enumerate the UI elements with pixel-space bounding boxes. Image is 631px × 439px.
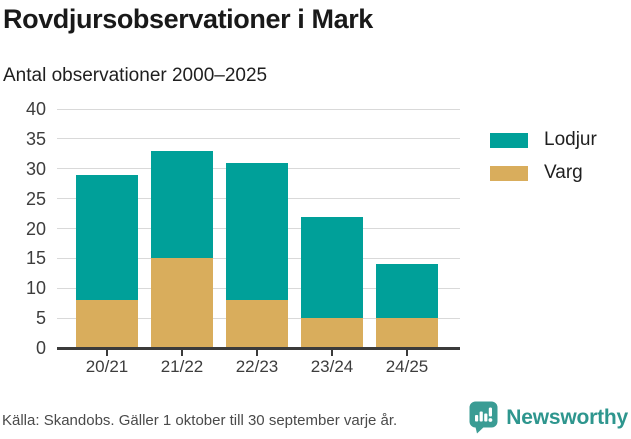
legend-label: Varg: [544, 162, 583, 183]
source-note: Källa: Skandobs. Gäller 1 oktober till 3…: [2, 412, 398, 429]
legend-item-varg: Varg: [490, 162, 597, 184]
legend-label: Lodjur: [544, 129, 597, 150]
y-axis-label: 35: [25, 128, 46, 149]
x-axis-label: 20/21: [85, 357, 129, 376]
x-axis-label: 22/23: [235, 357, 279, 376]
bar-segment-varg: [376, 318, 438, 348]
bar-segment-varg: [151, 258, 213, 348]
bar-segment-varg: [226, 300, 288, 348]
bar-segment-lodjur: [226, 162, 288, 301]
x-axis-tick: [181, 350, 183, 356]
y-axis-label: 20: [25, 218, 46, 239]
x-axis-label: 24/25: [385, 357, 429, 376]
y-axis-label: 15: [25, 248, 46, 269]
chart-title: Rovdjursobservationer i Mark: [3, 4, 373, 34]
chart-subtitle: Antal observationer 2000–2025: [3, 65, 268, 86]
gridline: [57, 138, 460, 140]
newsworthy-logo-icon: [469, 401, 498, 434]
y-axis-label: 10: [25, 278, 46, 299]
x-axis-line: [57, 347, 460, 350]
gridline: [57, 108, 460, 110]
chart-legend: Lodjur Varg: [490, 129, 597, 184]
y-axis-label: 30: [25, 158, 46, 179]
legend-swatch-varg: [490, 165, 528, 181]
brand-name: Newsworthy: [506, 405, 628, 429]
x-axis-tick: [106, 350, 108, 356]
bar-segment-varg: [301, 318, 363, 348]
y-axis-label: 5: [35, 308, 46, 329]
legend-swatch-lodjur: [490, 132, 528, 148]
bar-segment-lodjur: [151, 150, 213, 259]
bar-segment-lodjur: [376, 264, 438, 319]
legend-item-lodjur: Lodjur: [490, 129, 597, 151]
x-axis-tick: [256, 350, 258, 356]
y-axis-label: 40: [25, 99, 46, 119]
x-axis-label: 23/24: [310, 357, 354, 376]
newsworthy-brand: Newsworthy: [469, 401, 628, 434]
y-axis-label: 25: [25, 188, 46, 209]
y-axis-label: 0: [35, 338, 46, 358]
x-axis-label: 21/22: [160, 357, 204, 376]
x-axis-tick: [331, 350, 333, 356]
x-axis-tick: [406, 350, 408, 356]
bar-segment-varg: [76, 300, 138, 348]
bar-segment-lodjur: [301, 216, 363, 319]
bar-segment-lodjur: [76, 174, 138, 301]
